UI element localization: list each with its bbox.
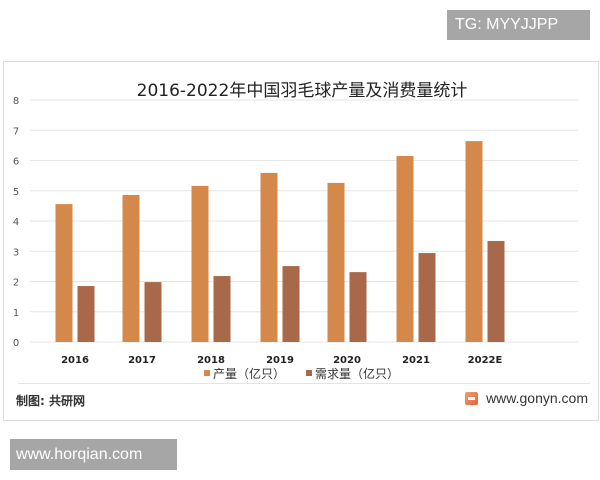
chart-title: 2016-2022年中国羽毛球产量及消费量统计 (136, 81, 468, 101)
bar-production (55, 204, 73, 342)
site-credit: www.gonyn.com (465, 390, 588, 406)
bar-production (327, 182, 345, 342)
footer-divider (18, 383, 590, 384)
legend-swatch (306, 370, 312, 376)
watermark-tg: TG: MYYJJPP (447, 10, 590, 40)
bar-demand (77, 286, 95, 342)
y-tick-label: 0 (13, 338, 19, 349)
source-label: 制图: 共研网 (16, 394, 85, 408)
gonyn-logo-icon (465, 391, 479, 405)
x-tick-label: 2022E (468, 355, 503, 366)
x-tick-label: 2021 (402, 355, 430, 366)
bar-production (191, 185, 209, 342)
y-tick-label: 8 (13, 96, 19, 107)
y-tick-label: 6 (13, 157, 19, 168)
bar-production (465, 141, 483, 342)
bar-production (122, 194, 140, 342)
x-tick-label: 2016 (61, 355, 89, 366)
bar-chart: 0 1 2 3 4 5 6 7 8 2016 2017 2018 2019 2020 2021 2022E 产量… (13, 96, 578, 381)
x-tick-label: 2019 (266, 355, 294, 366)
y-tick-label: 5 (13, 187, 19, 198)
x-tick-label: 2018 (197, 355, 225, 366)
bar-demand (282, 266, 300, 342)
x-tick-label: 2017 (128, 355, 156, 366)
y-tick-label: 2 (13, 278, 19, 289)
bar-demand (144, 282, 162, 342)
chart-container: 0 1 2 3 4 5 6 7 8 2016 2017 2018 2019 2020 2021 2022E 产量… (3, 61, 599, 421)
y-tick-label: 7 (13, 126, 19, 137)
y-tick-label: 1 (13, 308, 19, 319)
bar-production (260, 172, 278, 342)
site-url: www.gonyn.com (486, 390, 588, 406)
legend-swatch (204, 370, 210, 376)
bar-production (396, 155, 414, 342)
y-tick-label: 4 (13, 217, 19, 228)
bar-demand (487, 240, 505, 342)
bar-demand (349, 272, 367, 342)
x-tick-label: 2020 (333, 355, 361, 366)
legend-label: 需求量（亿只） (315, 366, 399, 381)
y-tick-label: 3 (13, 247, 19, 258)
bar-demand (213, 276, 231, 342)
watermark-horqian: www.horqian.com (10, 439, 177, 470)
legend-label: 产量（亿只） (213, 366, 285, 381)
bar-demand (418, 253, 436, 342)
